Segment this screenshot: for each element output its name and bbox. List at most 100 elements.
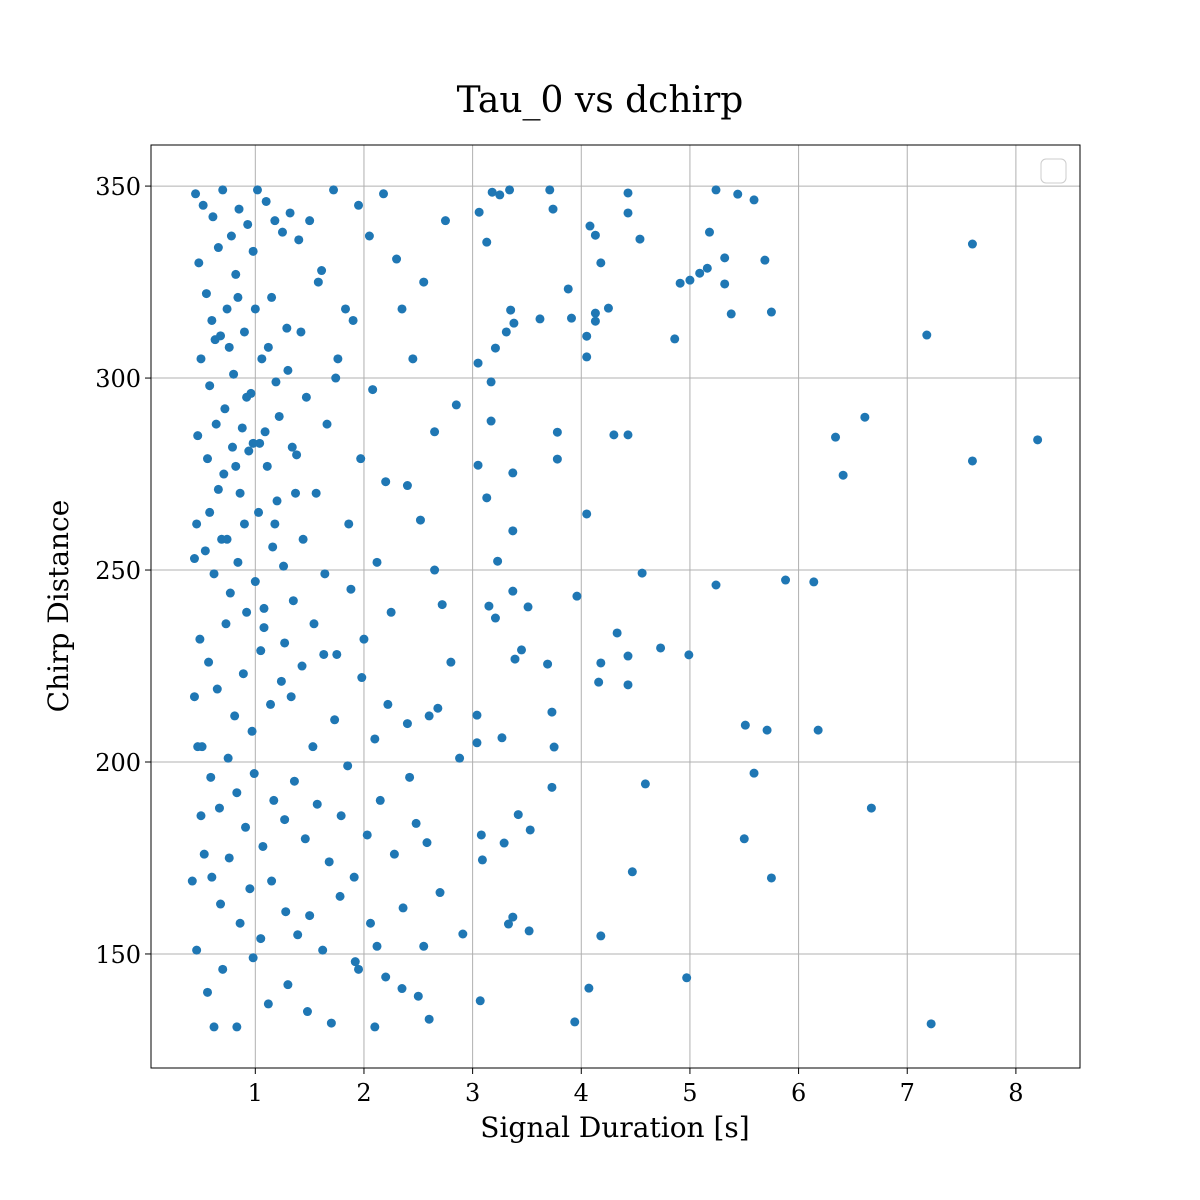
point xyxy=(239,327,249,337)
point xyxy=(285,208,295,218)
point xyxy=(218,185,228,195)
point xyxy=(280,638,290,648)
point xyxy=(272,496,282,506)
point xyxy=(552,454,562,464)
point xyxy=(234,204,244,214)
point xyxy=(422,838,432,848)
point xyxy=(517,645,527,655)
point xyxy=(298,534,308,544)
point xyxy=(274,411,284,421)
point xyxy=(261,196,271,206)
point xyxy=(335,891,345,901)
point xyxy=(237,423,247,433)
y-tick-label: 250 xyxy=(95,557,141,585)
point xyxy=(242,392,252,402)
point xyxy=(189,692,199,702)
point xyxy=(922,330,932,340)
point xyxy=(279,561,289,571)
point xyxy=(415,515,425,525)
point xyxy=(329,185,339,195)
point xyxy=(383,699,393,709)
point xyxy=(300,834,310,844)
point xyxy=(623,651,633,661)
point xyxy=(191,189,201,199)
point xyxy=(523,602,533,612)
point xyxy=(548,204,558,214)
point xyxy=(221,619,231,629)
point xyxy=(499,838,509,848)
point xyxy=(354,964,364,974)
y-tick-label: 150 xyxy=(95,941,141,969)
point xyxy=(472,710,482,720)
point xyxy=(411,818,421,828)
point xyxy=(199,849,209,859)
point xyxy=(397,304,407,314)
point xyxy=(254,507,264,517)
point xyxy=(282,323,292,333)
point xyxy=(440,216,450,226)
point xyxy=(252,185,262,195)
point xyxy=(582,331,592,341)
point xyxy=(276,676,286,686)
point xyxy=(475,996,485,1006)
plot-frame xyxy=(150,144,1081,1069)
point xyxy=(206,772,216,782)
point xyxy=(926,1019,936,1029)
point xyxy=(866,803,876,813)
point xyxy=(192,519,202,529)
point xyxy=(474,207,484,217)
point xyxy=(208,212,218,222)
point xyxy=(720,253,730,263)
point xyxy=(486,416,496,426)
point xyxy=(372,941,382,951)
point xyxy=(490,343,500,353)
point xyxy=(684,650,694,660)
point xyxy=(582,509,592,519)
point xyxy=(250,577,260,587)
point xyxy=(473,460,483,470)
point xyxy=(408,354,418,364)
point xyxy=(370,1022,380,1032)
point xyxy=(509,318,519,328)
point xyxy=(231,461,241,471)
point xyxy=(547,707,557,717)
point xyxy=(364,231,374,241)
point xyxy=(312,799,322,809)
point xyxy=(257,354,267,364)
point xyxy=(695,268,705,278)
point xyxy=(216,331,226,341)
point xyxy=(271,377,281,387)
point xyxy=(682,973,692,983)
point xyxy=(590,316,600,326)
point xyxy=(270,519,280,529)
point xyxy=(472,738,482,748)
point xyxy=(333,354,343,364)
point xyxy=(212,684,222,694)
point xyxy=(413,991,423,1001)
point xyxy=(473,358,483,368)
point xyxy=(297,661,307,671)
point xyxy=(570,1017,580,1027)
point xyxy=(381,972,391,982)
point xyxy=(330,715,340,725)
point xyxy=(207,872,217,882)
point xyxy=(249,769,259,779)
point xyxy=(766,307,776,317)
point xyxy=(486,377,496,387)
x-tick-label: 5 xyxy=(682,1079,697,1107)
point xyxy=(248,246,258,256)
point xyxy=(596,658,606,668)
point xyxy=(685,275,695,285)
point xyxy=(326,1018,336,1028)
point xyxy=(200,546,210,556)
point xyxy=(357,673,367,683)
point xyxy=(222,534,232,544)
point xyxy=(609,430,619,440)
x-tick-label: 1 xyxy=(248,1079,263,1107)
point xyxy=(831,432,841,442)
point xyxy=(508,526,518,536)
point xyxy=(247,726,257,736)
point xyxy=(740,720,750,730)
point xyxy=(204,657,214,667)
